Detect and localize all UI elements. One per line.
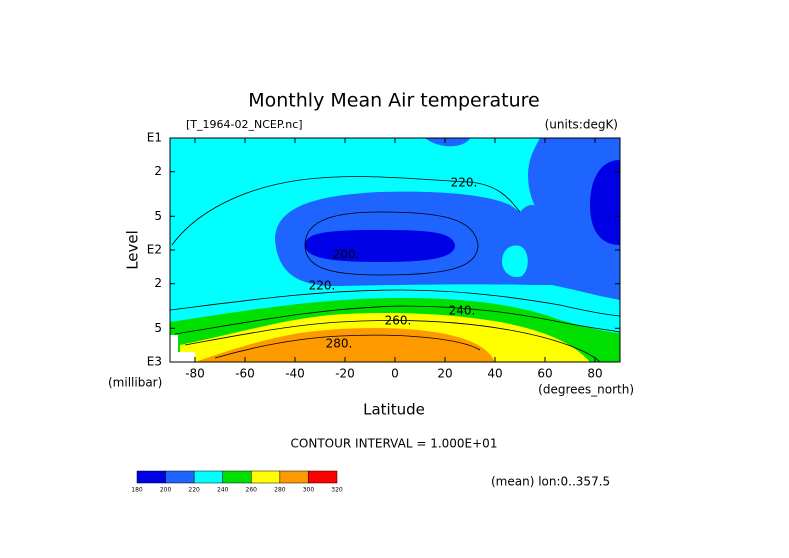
- contour-line: [214, 334, 481, 359]
- y-tick-label: E2: [147, 243, 162, 257]
- colorbar-box: [308, 470, 338, 484]
- fill-region: [195, 327, 495, 362]
- fill-region: [590, 160, 620, 245]
- colorbar-label: 180: [131, 487, 143, 494]
- x-tick-label: 0: [391, 367, 399, 381]
- contour-interval: CONTOUR INTERVAL = 1.000E+01: [291, 437, 498, 451]
- x-axis-label: Latitude: [363, 401, 425, 419]
- missing-region: [170, 335, 195, 362]
- contour-label: 260.: [385, 314, 412, 328]
- file-label: [T_1964-02_NCEP.nc]: [186, 118, 303, 131]
- x-tick-label: 60: [537, 367, 552, 381]
- fill-region: [305, 230, 455, 262]
- y-tick-label: E1: [147, 131, 162, 145]
- colorbar-box: [165, 470, 195, 484]
- colorbar-label: 200: [160, 487, 172, 494]
- colorbar-label: 220: [188, 487, 200, 494]
- contour-field: [169, 137, 621, 363]
- contour-label: 220.: [309, 279, 336, 293]
- colorbar-box: [222, 470, 252, 484]
- y-tick-label: 5: [154, 321, 162, 335]
- colorbar-label: 280: [274, 487, 286, 494]
- contour-label: 280.: [326, 337, 353, 351]
- colorbar-box: [279, 470, 309, 484]
- contour-line: [174, 305, 621, 335]
- y-tick-label: 2: [154, 276, 162, 290]
- colorbar-box: [193, 470, 223, 484]
- x-tick-label: -60: [235, 367, 255, 381]
- contour-label: 200.: [333, 248, 360, 262]
- colorbar-label: 320: [331, 487, 343, 494]
- units-label: (units:degK): [545, 118, 618, 132]
- colorbar-box: [136, 470, 166, 484]
- contour-label: 240.: [449, 304, 476, 318]
- y-tick-label: E3: [147, 355, 162, 369]
- colorbar-box: [251, 470, 281, 484]
- y-axis-label: Level: [124, 230, 142, 270]
- contour-line: [184, 320, 601, 363]
- x-tick-label: -20: [335, 367, 355, 381]
- contour-line: [169, 289, 621, 317]
- y-units: (millibar): [108, 376, 162, 390]
- contour-line: [171, 176, 521, 246]
- x-units: (degrees_north): [538, 383, 634, 397]
- y-tick-label: 5: [154, 209, 162, 223]
- colorbar-label: 240: [217, 487, 229, 494]
- colorbar-label: 260: [246, 487, 258, 494]
- fill-region: [502, 245, 528, 278]
- x-tick-label: -40: [285, 367, 305, 381]
- x-tick-label: 20: [437, 367, 452, 381]
- chart-title: Monthly Mean Air temperature: [248, 90, 539, 112]
- y-tick-label: 2: [154, 164, 162, 178]
- contour-label: 220.: [451, 176, 478, 190]
- x-tick-label: 80: [587, 367, 602, 381]
- x-tick-label: -80: [185, 367, 205, 381]
- footer: (mean) lon:0..357.5: [491, 475, 610, 489]
- x-tick-label: 40: [487, 367, 502, 381]
- colorbar-label: 300: [303, 487, 315, 494]
- fill-region: [425, 138, 470, 147]
- contour-line: [304, 211, 479, 276]
